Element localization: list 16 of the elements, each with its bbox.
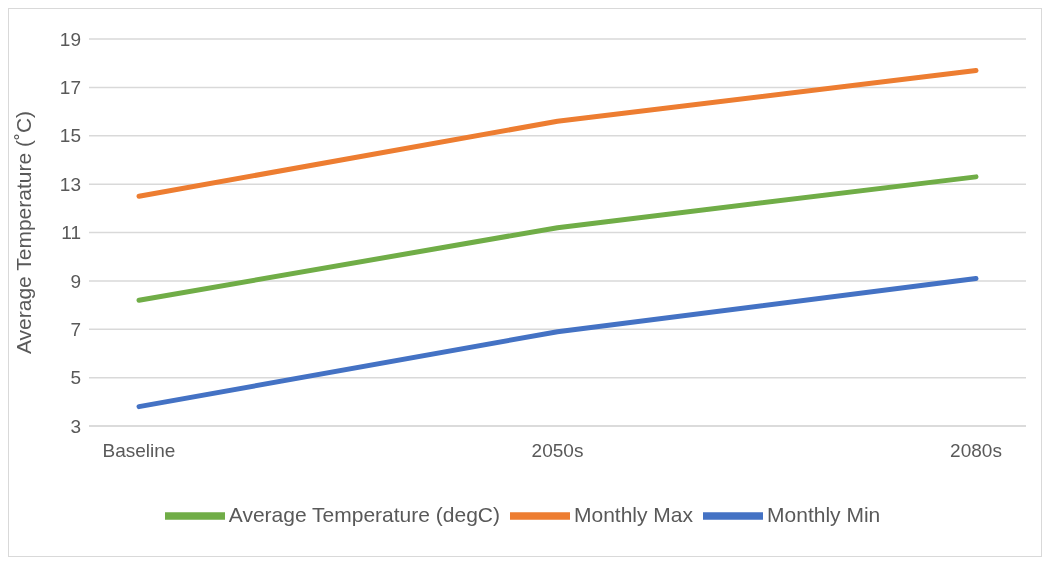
x-tick-label: Baseline: [102, 440, 176, 462]
y-tick-label: 15: [59, 125, 81, 147]
y-axis-title: Average Temperature (˚C): [12, 110, 36, 355]
x-tick-label: 2050s: [531, 440, 584, 462]
y-tick-label: 5: [70, 367, 81, 389]
legend-label: Average Temperature (degC): [228, 502, 500, 526]
y-tick-label: 17: [59, 77, 81, 99]
y-tick-label: 3: [70, 415, 81, 437]
y-tick-label: 11: [61, 222, 81, 244]
y-tick-label: 7: [70, 318, 81, 340]
legend-label: Monthly Min: [767, 502, 881, 526]
x-tick-label: 2080s: [950, 440, 1002, 462]
legend-label: Monthly Max: [573, 502, 694, 526]
y-tick-label: 19: [59, 28, 81, 50]
y-tick-label: 9: [70, 270, 81, 292]
y-tick-label: 13: [59, 173, 81, 195]
